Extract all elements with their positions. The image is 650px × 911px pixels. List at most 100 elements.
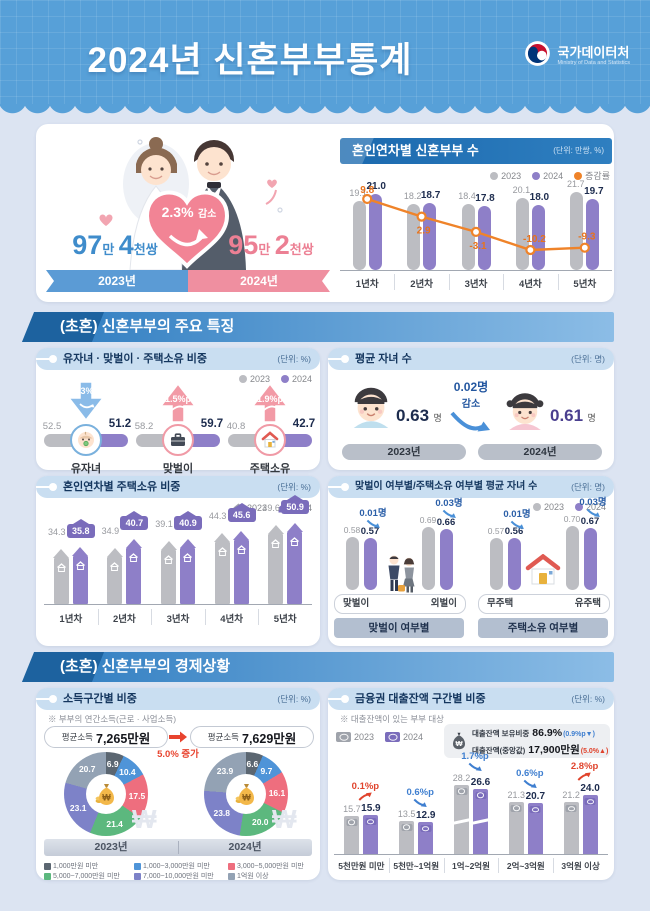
house-bar-2023 — [53, 558, 69, 604]
banner-2023: 2023년 — [46, 270, 188, 292]
x-axis-line — [334, 854, 608, 855]
avg-2024-suffix: 명 — [587, 413, 596, 423]
loan-info-row-1: 대출잔액 보유비중 86.9% (0.9%p▼) — [472, 727, 595, 739]
house-glyph-icon — [109, 558, 120, 576]
x-axis-label: 4년차 — [220, 614, 243, 625]
svg-text:-3.1: -3.1 — [469, 241, 487, 252]
change-value: 0.01명 — [359, 507, 387, 519]
slice-value: 16.1 — [268, 787, 286, 798]
legend-swatch — [228, 872, 235, 880]
legend-item-2023: 2023 — [238, 374, 270, 384]
boy-icon — [348, 382, 394, 433]
houses-subheader: 혼인연차별 주택소유 비중 (단위: %) — [36, 476, 320, 498]
yearly-chart-header: 혼인연차별 신혼부부 수 (단위: 만쌍, %) — [340, 138, 612, 164]
money-bag-icon: ₩ — [95, 784, 114, 805]
x-axis-label: 3억원 이상 — [561, 861, 600, 871]
x-axis-label: 5천만원 미만 — [338, 861, 385, 871]
bar-value-2023: 15.7 — [343, 803, 361, 814]
bar-value-2023: 19.1 — [349, 188, 367, 199]
banknote-icon — [456, 787, 467, 795]
subhead-tick — [328, 486, 343, 488]
house-glyph-icon — [289, 533, 300, 551]
avg-2023-value: 0.63 — [396, 406, 430, 425]
avg-income-pill-2023: 평균소득 7,265만원 — [44, 726, 168, 748]
house-bar-2023 — [214, 542, 230, 604]
childgroups-subheader: 맞벌이 여부별/주택소유 여부별 평균 자녀 수 (단위: 명) — [328, 476, 614, 498]
change-value: 0.03명 — [579, 496, 607, 508]
change-indicator: 0.6%p — [516, 768, 544, 789]
bar-value-2024: 21.0 — [366, 181, 386, 193]
legend-label-rate: 증감률 — [585, 171, 610, 181]
yearly-chart-unit: (단위: 만쌍, %) — [553, 146, 604, 155]
x-axis-label: 4년차 — [519, 279, 542, 290]
ratios-card: 유자녀 · 맞벌이 · 주택소유 비중 (단위: %) 2023 2024 1.… — [36, 348, 320, 475]
slice-value: 10.4 — [119, 766, 136, 777]
x-axis-separator — [448, 274, 450, 290]
houses-title: 혼인연차별 주택소유 비중 — [63, 481, 181, 493]
podium-year-2024: 2024년 — [228, 841, 262, 853]
childgroups-title: 맞벌이 여부별/주택소유 여부별 평균 자녀 수 — [355, 481, 538, 492]
ratios-unit: (단위: %) — [277, 354, 311, 364]
legend-dot-2024 — [574, 503, 583, 511]
loans-title: 금융권 대출잔액 구간별 비중 — [355, 693, 486, 705]
childgroups-chart: 0.58 0.57 0.01명 0.69 0.66 0.03명 맞벌이 외벌이 맞벌이 여부별 0… — [328, 476, 614, 646]
income-legend-item: 1억원 이상 — [228, 871, 269, 881]
info-change: (0.9%p▼) — [563, 731, 595, 738]
childgroups-legend: 2023 2024 — [522, 502, 606, 512]
x-axis-separator — [151, 609, 153, 625]
svg-text:1.9%p: 1.9%p — [257, 394, 284, 404]
x-axis-separator — [204, 609, 206, 625]
slice-value: 17.5 — [128, 791, 146, 802]
avg-2023-suffix: 명 — [433, 413, 442, 423]
avg-income-label: 평균소득 — [61, 732, 93, 742]
income-legend-item: 3,000~5,000만원 미만 — [228, 861, 304, 871]
subhead-tick — [36, 698, 51, 700]
won-watermark: ₩ — [272, 804, 297, 834]
house-value-2024-badge: 50.9 — [281, 499, 310, 514]
legend-label-2023: 2023 — [501, 170, 522, 181]
change-indicator: 1.7%p — [461, 751, 489, 772]
x-axis-label: 1년차 — [59, 614, 83, 625]
heart-change-word: 감소 — [197, 209, 217, 220]
bar-value-2024: 18.7 — [420, 189, 441, 201]
legend-dot-2024 — [532, 171, 541, 180]
banner-2024: 2024년 — [188, 270, 330, 292]
ministry-logo: 국가데이터처 Ministry of Data and Statistics — [524, 40, 630, 72]
house-bar-2024 — [287, 531, 303, 604]
house-value-2023: 34.9 — [101, 526, 120, 537]
bar-value-2023: 0.69 — [419, 514, 437, 525]
x-axis-line — [340, 270, 612, 271]
bar-value-2024: 0.56 — [504, 526, 524, 538]
count-2024-num2: 2 — [274, 230, 290, 260]
house-value-2024-badge: 45.6 — [227, 508, 256, 523]
bar-2023 — [352, 201, 366, 270]
count-2023: 97만 4천쌍 — [40, 230, 190, 261]
income-card: 소득구간별 비중 (단위: %) ※ 부부의 연간소득(근로 · 사업소득) 평… — [36, 688, 320, 880]
header-bar: 2024년 신혼부부통계 국가데이터처 Ministry of Data and… — [0, 0, 650, 104]
subhead-tick — [328, 358, 343, 360]
svg-text:₩: ₩ — [102, 793, 111, 803]
change-indicator: 0.01명 — [503, 506, 531, 530]
legend-label-2023: 2023 — [354, 732, 375, 742]
heart-change-label: 2.3% 감소 — [144, 204, 234, 222]
loans-card: 금융권 대출잔액 구간별 비중 (단위: %) ※ 대출잔액이 있는 부부 대상… — [328, 688, 614, 880]
avg-children-2024: 0.61 명 — [550, 406, 596, 426]
logo-english-name: Ministry of Data and Statistics — [557, 60, 630, 66]
house-bar-roof — [267, 524, 284, 534]
income-donut-2024년: ₩6.6 9.7 16.1 20.0 23.8 23.9 — [204, 752, 288, 836]
house-icon-circle — [254, 424, 286, 456]
banknote-icon — [346, 818, 358, 826]
x-axis-label: 1억~2억원 — [452, 861, 490, 871]
ratio-value-2024: 59.7 — [200, 418, 224, 430]
legend-item-2023: 2023 — [490, 171, 521, 181]
x-axis-line — [44, 604, 312, 605]
x-axis-separator — [503, 274, 505, 290]
info-label: 대출잔액 보유비중 — [472, 729, 530, 738]
x-axis-label: 5천만~1억원 — [393, 861, 440, 871]
income-legend-item: 5,000~7,000만원 미만 — [44, 871, 120, 881]
subhead-tick — [36, 358, 51, 360]
slice-value: 6.6 — [246, 758, 259, 769]
group-band: 주택소유 여부별 — [478, 618, 608, 638]
svg-text:-10.2: -10.2 — [523, 234, 546, 245]
legend-label: 5,000~7,000만원 미만 — [53, 873, 120, 880]
